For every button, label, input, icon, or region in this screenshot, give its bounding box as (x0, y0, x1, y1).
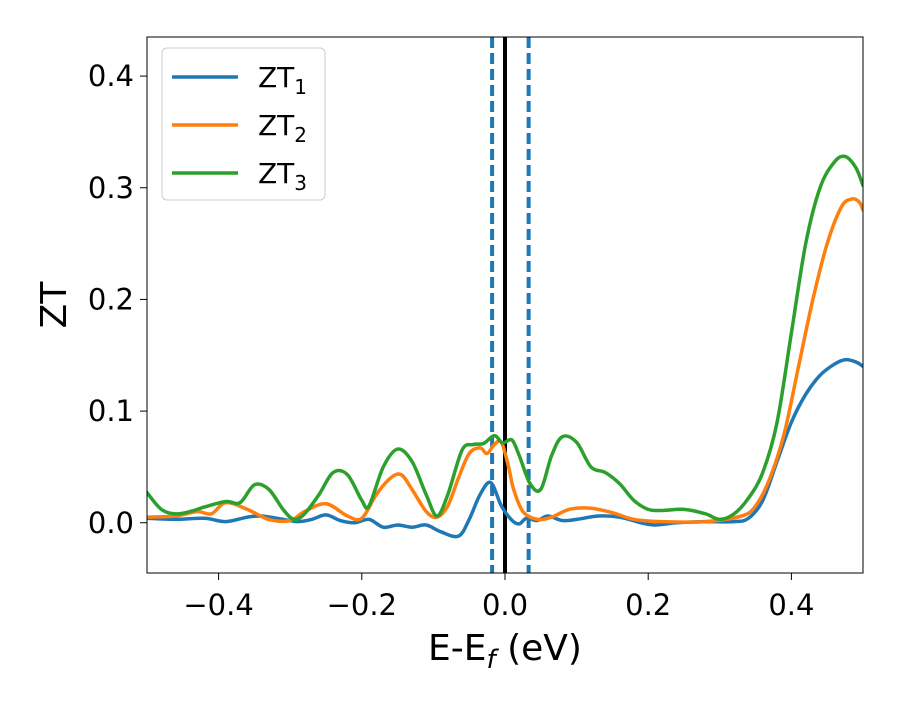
legend: ZT1 ZT2 ZT3 (161, 47, 326, 201)
x-axis-label-unit: (eV) (496, 628, 582, 669)
x-tick-label: −0.4 (183, 588, 253, 622)
series-line-zt3 (147, 154, 863, 522)
legend-label-zt2: ZT2 (258, 109, 307, 147)
series-line-zt2 (147, 197, 863, 524)
y-tick-label: 0.4 (88, 59, 134, 93)
x-tick-label: 0.4 (768, 588, 814, 622)
x-axis-label: E-Ef (eV) (428, 628, 582, 675)
legend-box (161, 47, 326, 201)
x-tick-label: −0.2 (327, 588, 397, 622)
y-tick-label: 0.2 (88, 282, 134, 316)
x-tick-label: 0.0 (482, 588, 528, 622)
y-tick-label: 0.1 (88, 394, 134, 428)
legend-label-zt3: ZT3 (258, 157, 307, 195)
y-tick-label: 0.3 (88, 171, 134, 205)
y-axis-label: ZT (34, 281, 75, 329)
legend-label-zt1: ZT1 (258, 61, 307, 99)
y-tick-label: 0.0 (88, 506, 134, 540)
x-axis-label-main: E-E (428, 628, 486, 669)
series-line-zt1 (147, 357, 863, 539)
x-tick-label: 0.2 (625, 588, 671, 622)
